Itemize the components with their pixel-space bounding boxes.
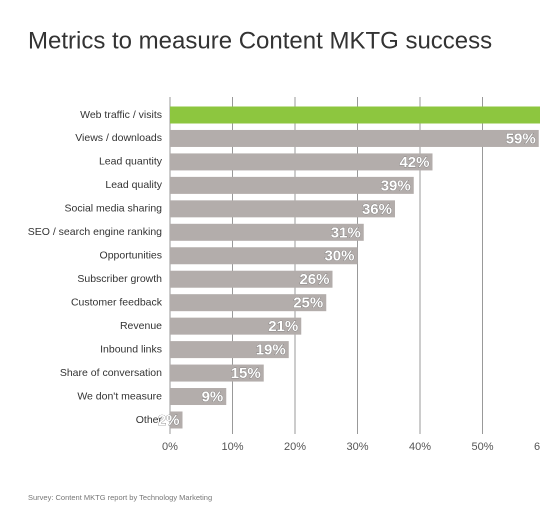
bar xyxy=(170,223,364,241)
value-label: 19% xyxy=(256,342,286,359)
y-tick-label: SEO / search engine ranking xyxy=(28,226,162,238)
y-tick-label: Other xyxy=(136,414,163,426)
x-tick-label: 60% xyxy=(534,441,540,453)
bar xyxy=(170,341,289,359)
x-tick-label: 0% xyxy=(162,441,178,453)
bar xyxy=(170,247,358,265)
y-tick-label: Social media sharing xyxy=(65,203,163,215)
value-label: 26% xyxy=(299,271,329,288)
x-tick-label: 10% xyxy=(221,441,243,453)
bar xyxy=(170,364,264,382)
x-tick-label: 50% xyxy=(471,441,493,453)
bar xyxy=(170,270,333,288)
bar xyxy=(170,411,183,429)
value-label: 25% xyxy=(293,295,323,312)
value-label: 31% xyxy=(331,224,361,241)
bar xyxy=(170,153,433,171)
y-tick-label: Web traffic / visits xyxy=(80,109,162,121)
y-tick-label: Lead quantity xyxy=(99,156,163,168)
y-tick-label: We don't measure xyxy=(77,390,162,402)
value-label: 59% xyxy=(506,130,536,147)
y-tick-label: Inbound links xyxy=(100,343,162,355)
bar xyxy=(170,317,302,335)
value-label: 21% xyxy=(268,318,298,335)
y-tick-label: Views / downloads xyxy=(75,132,162,144)
bar xyxy=(170,388,227,406)
bar xyxy=(170,106,540,124)
value-label: 15% xyxy=(231,365,261,382)
x-tick-label: 40% xyxy=(409,441,431,453)
y-tick-label: Lead quality xyxy=(105,179,162,191)
chart-title: Metrics to measure Content MKTG success xyxy=(28,27,492,54)
value-label: 9% xyxy=(202,388,224,405)
y-tick-label: Revenue xyxy=(120,320,162,332)
value-label: 30% xyxy=(324,248,354,265)
value-label: 2% xyxy=(158,412,180,429)
value-label: 36% xyxy=(362,201,392,218)
bar xyxy=(170,294,327,312)
source-note: Survey: Content MKTG report by Technolog… xyxy=(28,493,212,502)
bar xyxy=(170,176,414,194)
y-tick-label: Opportunities xyxy=(100,250,162,262)
bar xyxy=(170,200,395,218)
x-tick-label: 30% xyxy=(346,441,368,453)
x-tick-label: 20% xyxy=(284,441,306,453)
y-tick-label: Share of conversation xyxy=(60,367,162,379)
y-tick-label: Subscriber growth xyxy=(77,273,162,285)
value-label: 39% xyxy=(381,177,411,194)
bar xyxy=(170,129,539,147)
y-tick-label: Customer feedback xyxy=(71,296,163,308)
value-label: 42% xyxy=(399,154,429,171)
